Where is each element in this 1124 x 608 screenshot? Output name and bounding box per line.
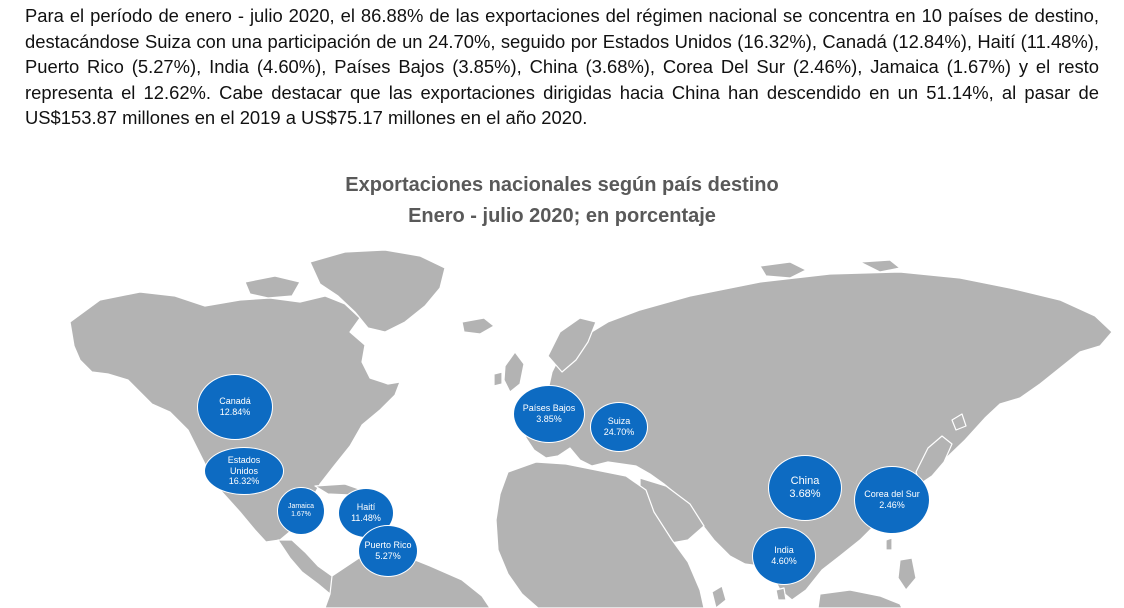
siberian-islands [759, 259, 901, 279]
marker-paises-bajos-name: Países Bajos [522, 403, 576, 414]
marker-india: India 4.60% [752, 527, 816, 585]
marker-jamaica: Jamaica 1.67% [277, 487, 325, 535]
marker-canada-name: Canadá [219, 396, 251, 407]
north-america-landmass [69, 291, 401, 543]
madagascar-landmass [711, 585, 727, 608]
sri-lanka-landmass [775, 587, 787, 601]
marker-suiza: Suiza 24.70% [590, 402, 648, 452]
marker-haiti-value: 11.48% [351, 513, 381, 523]
marker-haiti-name: Haití [356, 502, 376, 513]
philippines-landmass [897, 557, 917, 591]
british-isles-landmass [493, 351, 525, 393]
eurasia-landmass [519, 271, 1113, 601]
marker-canada-value: 12.84% [219, 407, 251, 417]
marker-puerto-rico-value: 5.27% [375, 551, 401, 561]
marker-estados-unidos-name: Estados Unidos [227, 454, 261, 476]
marker-suiza-name: Suiza [607, 416, 631, 427]
arctic-islands [244, 275, 301, 299]
marker-china: China 3.68% [768, 455, 842, 521]
marker-china-name: China [790, 474, 820, 487]
south-america-landmass [324, 551, 491, 608]
taiwan-landmass [885, 537, 893, 551]
marker-corea-del-sur-value: 2.46% [879, 500, 905, 510]
central-america-landmass [277, 539, 339, 595]
southeast-asia-islands [817, 589, 903, 608]
summary-paragraph: Para el período de enero - julio 2020, e… [25, 5, 1099, 129]
caribbean-islands [314, 483, 386, 504]
marker-india-name: India [774, 545, 794, 556]
marker-paises-bajos-value: 3.85% [536, 414, 562, 424]
arabian-peninsula [639, 477, 705, 545]
marker-india-value: 4.60% [771, 556, 797, 566]
greenland-landmass [309, 249, 446, 333]
africa-landmass [495, 461, 705, 608]
marker-corea-del-sur: Corea del Sur 2.46% [854, 466, 930, 534]
map-title: Exportaciones nacionales según país dest… [345, 174, 779, 196]
marker-estados-unidos: Estados Unidos 16.32% [204, 447, 284, 495]
marker-paises-bajos: Países Bajos 3.85% [513, 385, 585, 443]
map-subtitle: Enero - julio 2020; en porcentaje [408, 205, 716, 227]
marker-puerto-rico: Puerto Rico 5.27% [358, 525, 418, 577]
marker-canada: Canadá 12.84% [197, 374, 273, 440]
japan-landmass [915, 413, 967, 485]
iceland-landmass [461, 317, 495, 335]
marker-jamaica-value: 1.67% [291, 511, 311, 518]
marker-suiza-value: 24.70% [603, 427, 635, 437]
marker-jamaica-name: Jamaica [287, 502, 315, 510]
marker-haiti: Haití 11.48% [338, 488, 394, 538]
marker-puerto-rico-name: Puerto Rico [364, 540, 412, 551]
marker-china-value: 3.68% [789, 488, 821, 500]
marker-corea-del-sur-name: Corea del Sur [864, 489, 920, 500]
scandinavia-landmass [547, 317, 597, 373]
marker-estados-unidos-value: 16.32% [228, 476, 260, 487]
